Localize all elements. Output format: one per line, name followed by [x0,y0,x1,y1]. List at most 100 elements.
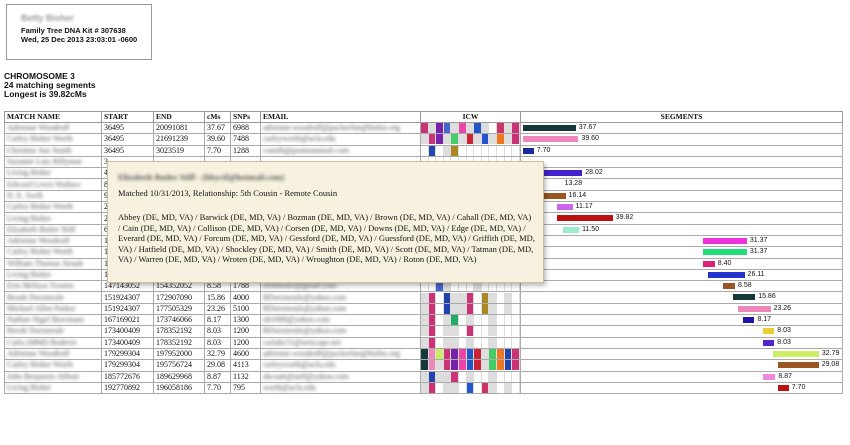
icw-swatch[interactable] [504,281,513,291]
icw-swatch[interactable] [497,326,505,337]
icw-swatch[interactable] [428,383,437,393]
icw-swatch[interactable] [436,123,444,133]
icw-swatch[interactable] [466,134,475,145]
segment-bar[interactable] [703,260,715,267]
icw-swatch[interactable] [436,304,444,314]
icw-swatch[interactable] [512,134,520,145]
icw-swatch[interactable] [474,146,482,156]
match-name-cell[interactable]: Carley Bisher Worth [4,201,102,214]
icw-swatch[interactable] [504,360,513,371]
icw-swatch[interactable] [443,360,452,371]
match-name-cell[interactable]: Adrienne Woodruff [4,234,102,248]
icw-swatch[interactable] [421,372,429,382]
icw-swatch[interactable] [421,146,429,156]
icw-swatch[interactable] [497,134,505,145]
match-name-cell[interactable]: Brook Dorsmeule [4,325,102,338]
icw-swatch[interactable] [512,326,520,337]
icw-swatch[interactable] [474,292,482,303]
icw-swatch[interactable] [504,304,513,314]
match-name-cell[interactable]: Adrienne Woodruff [4,121,102,135]
column-header-end[interactable]: END [153,111,205,123]
table-row[interactable]: Carla (MMI) Boderin 173400409 178352192 8.0… [4,336,843,349]
match-name-cell[interactable]: Edward Lewis Wallace [4,178,102,191]
icw-swatch[interactable] [474,304,482,314]
icw-swatch[interactable] [497,292,505,303]
column-header-start[interactable]: START [101,111,154,123]
icw-swatch[interactable] [421,383,429,393]
icw-swatch[interactable] [459,383,467,393]
icw-swatch[interactable] [421,123,429,133]
icw-swatch[interactable] [459,315,467,325]
icw-swatch[interactable] [443,134,452,145]
segment-bar[interactable] [703,249,747,256]
icw-swatch[interactable] [421,338,429,348]
icw-swatch[interactable] [489,372,498,382]
column-header-cms[interactable]: cMs [204,111,231,123]
icw-swatch[interactable] [512,315,520,325]
table-row[interactable]: Carley Bisher Worth 179299304 195756724 29.… [4,359,843,372]
icw-swatch[interactable] [489,383,498,393]
segment-bar[interactable] [763,339,775,346]
table-row[interactable]: Christine Sue Smith 36495 3023519 7.70 1288 c… [4,144,843,157]
match-name-cell[interactable]: Carla (MMI) Boderin [4,336,102,349]
icw-swatch[interactable] [481,349,490,359]
segment-bar[interactable] [723,283,735,290]
icw-swatch[interactable] [443,315,452,325]
icw-swatch[interactable] [443,338,452,348]
icw-swatch[interactable] [421,281,429,291]
segment-bar[interactable] [763,328,775,335]
email-cell[interactable]: nb1089@yahoo.com [260,314,421,327]
icw-swatch[interactable] [421,315,429,325]
segment-bar[interactable] [543,181,562,188]
icw-swatch[interactable] [428,292,437,303]
icw-swatch[interactable] [428,372,437,382]
match-name-cell[interactable]: Brook Dorsmeule [4,291,102,304]
segment-bar[interactable] [738,305,771,312]
icw-swatch[interactable] [512,281,520,291]
segment-bar[interactable] [763,373,776,380]
icw-swatch[interactable] [489,146,498,156]
table-row[interactable]: John Benjamin Abbott 185772676 189629968 8.… [4,370,843,383]
icw-swatch[interactable] [443,349,452,359]
email-cell[interactable]: adrienne.woodruff@packerfan@hisbiz.org [260,347,421,361]
icw-swatch[interactable] [474,134,482,145]
icw-swatch[interactable] [443,372,452,382]
icw-swatch[interactable] [443,292,452,303]
icw-swatch[interactable] [504,338,513,348]
icw-swatch[interactable] [512,360,520,371]
segment-bar[interactable] [563,226,580,233]
icw-swatch[interactable] [459,146,467,156]
icw-swatch[interactable] [451,304,460,314]
icw-swatch[interactable] [421,349,429,359]
segment-bar[interactable] [543,192,566,199]
icw-swatch[interactable] [466,304,475,314]
segment-bar[interactable] [523,136,579,143]
icw-swatch[interactable] [504,315,513,325]
icw-swatch[interactable] [466,338,475,348]
segment-bar[interactable] [557,215,613,222]
match-name-cell[interactable]: Living Bisher [4,381,102,395]
icw-swatch[interactable] [451,372,460,382]
icw-swatch[interactable] [512,372,520,382]
icw-swatch[interactable] [451,134,460,145]
icw-swatch[interactable] [459,326,467,337]
icw-swatch[interactable] [451,383,460,393]
icw-swatch[interactable] [481,304,490,314]
icw-swatch[interactable] [428,146,437,156]
icw-swatch[interactable] [428,281,437,291]
icw-swatch[interactable] [497,383,505,393]
icw-swatch[interactable] [474,326,482,337]
icw-swatch[interactable] [504,292,513,303]
column-header-icw[interactable]: ICW [420,111,521,123]
icw-swatch[interactable] [428,134,437,145]
email-cell[interactable]: BDorsmeule@yahoo.com [260,325,421,338]
match-name-cell[interactable]: Carley Bisher Worth [4,246,102,259]
segment-bar[interactable] [708,271,745,278]
icw-swatch[interactable] [451,338,460,348]
icw-swatch[interactable] [428,349,437,359]
table-row[interactable]: Brook Dorsmeule 151924307 172907090 15.86 40… [4,291,843,304]
icw-swatch[interactable] [512,292,520,303]
icw-swatch[interactable] [436,134,444,145]
table-row[interactable]: Carley Bisher Worth 36495 21691239 39.60 748… [4,133,843,146]
icw-swatch[interactable] [466,372,475,382]
